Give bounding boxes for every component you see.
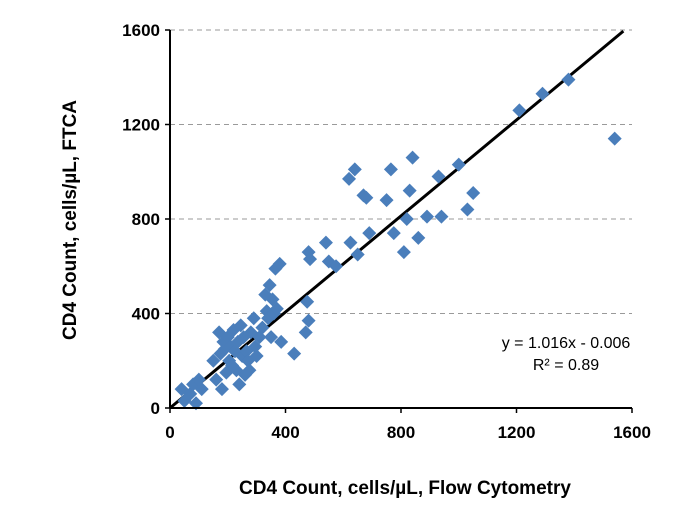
data-point — [287, 346, 302, 361]
y-tick-label: 1200 — [122, 116, 160, 135]
x-tick-label: 1200 — [498, 423, 536, 442]
data-point — [561, 72, 576, 87]
data-point — [329, 259, 344, 274]
data-point — [434, 209, 449, 224]
data-point — [298, 325, 313, 340]
x-tick-label: 1600 — [613, 423, 651, 442]
y-axis-title: CD4 Count, cells/µL, FTCA — [60, 100, 81, 340]
data-point — [232, 377, 247, 392]
data-point — [264, 330, 279, 345]
y-tick-labels: 0 400 800 1200 1600 — [122, 21, 160, 418]
y-tick-label: 1600 — [122, 21, 160, 40]
data-point — [318, 235, 333, 250]
data-point — [343, 235, 358, 250]
data-point — [272, 256, 287, 271]
data-point — [233, 318, 248, 333]
data-point — [431, 169, 446, 184]
data-point — [399, 212, 414, 226]
data-point — [347, 162, 362, 177]
data-point — [466, 186, 481, 201]
axes — [165, 29, 633, 413]
data-point — [209, 372, 224, 387]
trendline-equation: y = 1.016x - 0.006 — [502, 335, 631, 352]
y-tick-label: 800 — [132, 210, 160, 229]
data-point — [246, 311, 261, 326]
data-point — [359, 190, 374, 205]
x-tick-label: 0 — [165, 423, 174, 442]
y-tick-label: 0 — [151, 399, 160, 418]
x-tick-label: 800 — [387, 423, 415, 442]
data-point — [451, 157, 466, 172]
data-point — [274, 334, 289, 349]
data-point — [194, 382, 209, 397]
x-tick-labels: 0 400 800 1200 1600 — [165, 423, 651, 442]
data-point — [350, 247, 365, 262]
data-point — [303, 252, 318, 267]
data-point — [300, 294, 315, 309]
data-point — [214, 382, 229, 397]
data-point — [188, 396, 203, 411]
data-point — [386, 226, 401, 241]
x-axis-title: CD4 Count, cells/µL, Flow Cytometry — [239, 478, 571, 499]
x-tick-label: 400 — [271, 423, 299, 442]
data-point — [396, 245, 411, 260]
data-point — [362, 226, 377, 241]
data-point — [242, 363, 257, 378]
data-point — [301, 245, 316, 260]
data-point — [255, 320, 270, 335]
data-point — [262, 278, 277, 293]
gridlines — [170, 29, 632, 314]
data-point — [512, 103, 527, 118]
data-point — [405, 150, 420, 165]
data-point — [607, 131, 622, 146]
data-point — [301, 313, 316, 328]
data-point — [269, 301, 284, 316]
data-point — [206, 353, 221, 368]
data-point — [342, 171, 357, 186]
data-points — [174, 72, 622, 411]
r-squared-label: R² = 0.89 — [533, 357, 599, 374]
data-point — [379, 193, 394, 208]
data-point — [249, 349, 264, 364]
data-point — [402, 183, 417, 198]
data-point — [535, 86, 550, 101]
y-tick-label: 400 — [132, 305, 160, 324]
data-point — [460, 202, 475, 217]
data-point — [411, 230, 426, 245]
data-point — [419, 209, 434, 224]
data-point — [383, 162, 398, 177]
